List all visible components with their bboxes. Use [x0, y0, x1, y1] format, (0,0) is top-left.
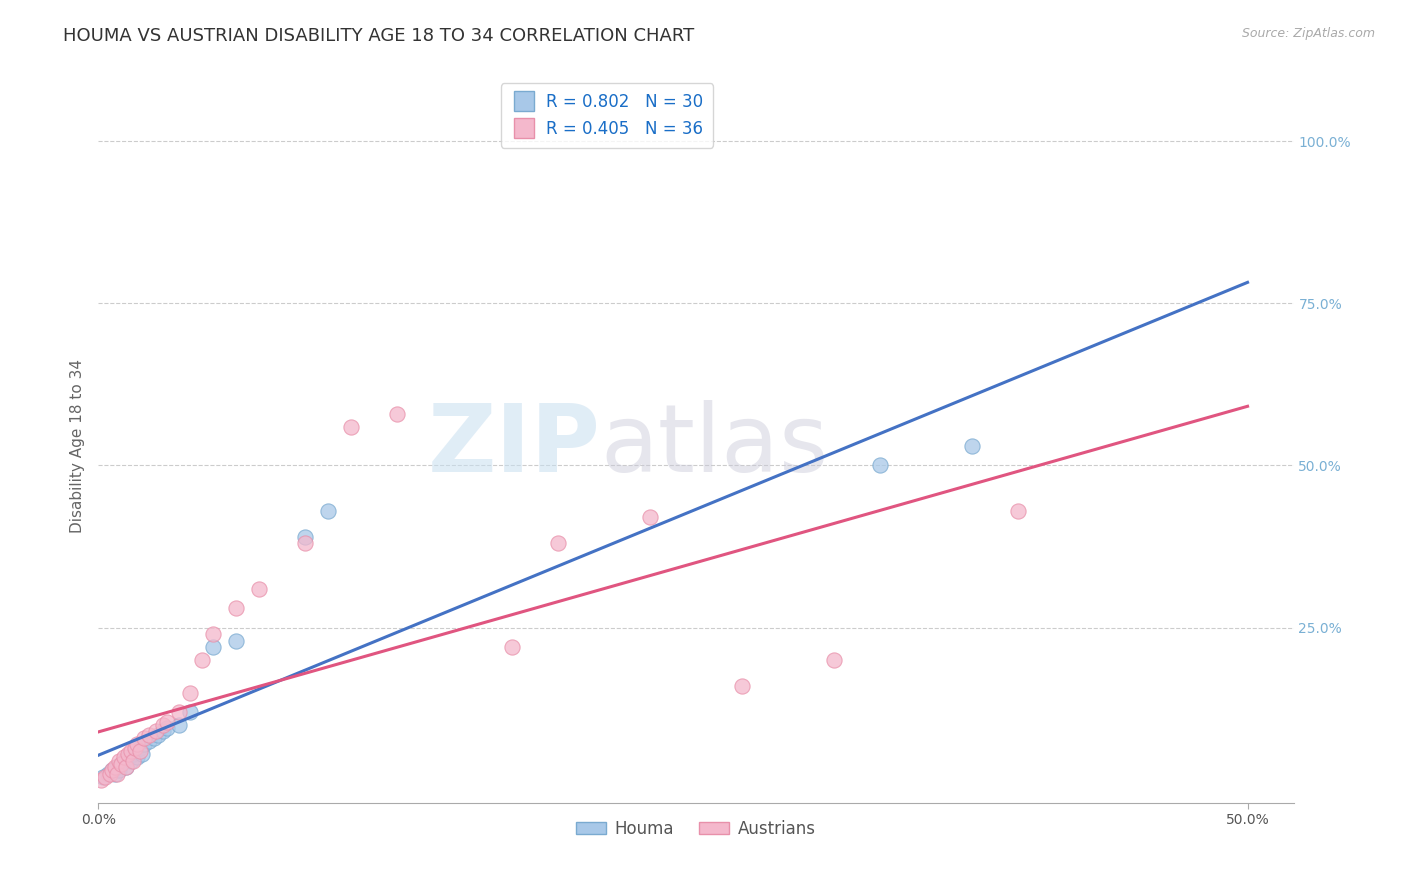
Text: ZIP: ZIP	[427, 400, 600, 492]
Point	[385, 407, 409, 421]
Point	[247, 582, 270, 596]
Point	[128, 744, 150, 758]
Point	[225, 601, 247, 615]
Point	[124, 744, 146, 758]
Point	[112, 750, 135, 764]
Text: HOUMA VS AUSTRIAN DISABILITY AGE 18 TO 34 CORRELATION CHART: HOUMA VS AUSTRIAN DISABILITY AGE 18 TO 3…	[63, 27, 695, 45]
Point	[127, 738, 149, 752]
Point	[179, 685, 201, 699]
Point	[120, 744, 142, 758]
Point	[294, 530, 316, 544]
Point	[225, 633, 247, 648]
Point	[340, 419, 363, 434]
Point	[638, 510, 661, 524]
Point	[960, 439, 983, 453]
Point	[110, 756, 132, 771]
Point	[1007, 504, 1029, 518]
Point	[869, 458, 891, 473]
Point	[731, 679, 754, 693]
Point	[202, 627, 225, 641]
Point	[547, 536, 569, 550]
Point	[167, 718, 190, 732]
Point	[138, 728, 160, 742]
Point	[91, 770, 114, 784]
Point	[105, 760, 128, 774]
Text: atlas: atlas	[600, 400, 828, 492]
Point	[97, 766, 120, 780]
Point	[117, 750, 139, 764]
Point	[110, 756, 132, 771]
Point	[128, 740, 150, 755]
Point	[142, 731, 165, 745]
Point	[131, 747, 153, 761]
Point	[124, 740, 146, 755]
Point	[316, 504, 339, 518]
Point	[156, 721, 179, 735]
Point	[138, 734, 160, 748]
Point	[179, 705, 201, 719]
Point	[294, 536, 316, 550]
Point	[823, 653, 845, 667]
Point	[120, 754, 142, 768]
Point	[152, 718, 174, 732]
Point	[108, 764, 131, 778]
Point	[134, 731, 156, 745]
Point	[501, 640, 523, 654]
Point	[122, 754, 145, 768]
Point	[105, 766, 128, 780]
Point	[134, 738, 156, 752]
Point	[112, 754, 135, 768]
Point	[152, 724, 174, 739]
Text: Source: ZipAtlas.com: Source: ZipAtlas.com	[1241, 27, 1375, 40]
Point	[191, 653, 214, 667]
Point	[103, 766, 125, 780]
Point	[127, 750, 149, 764]
Point	[101, 764, 124, 778]
Point	[156, 714, 179, 729]
Point	[148, 728, 170, 742]
Point	[202, 640, 225, 654]
Y-axis label: Disability Age 18 to 34: Disability Age 18 to 34	[69, 359, 84, 533]
Point	[103, 760, 125, 774]
Point	[90, 773, 112, 788]
Point	[122, 747, 145, 761]
Point	[145, 724, 167, 739]
Legend: Houma, Austrians: Houma, Austrians	[569, 814, 823, 845]
Point	[94, 770, 117, 784]
Point	[115, 760, 138, 774]
Point	[115, 760, 138, 774]
Point	[117, 747, 139, 761]
Point	[98, 766, 121, 780]
Point	[167, 705, 190, 719]
Point	[101, 764, 124, 778]
Point	[108, 754, 131, 768]
